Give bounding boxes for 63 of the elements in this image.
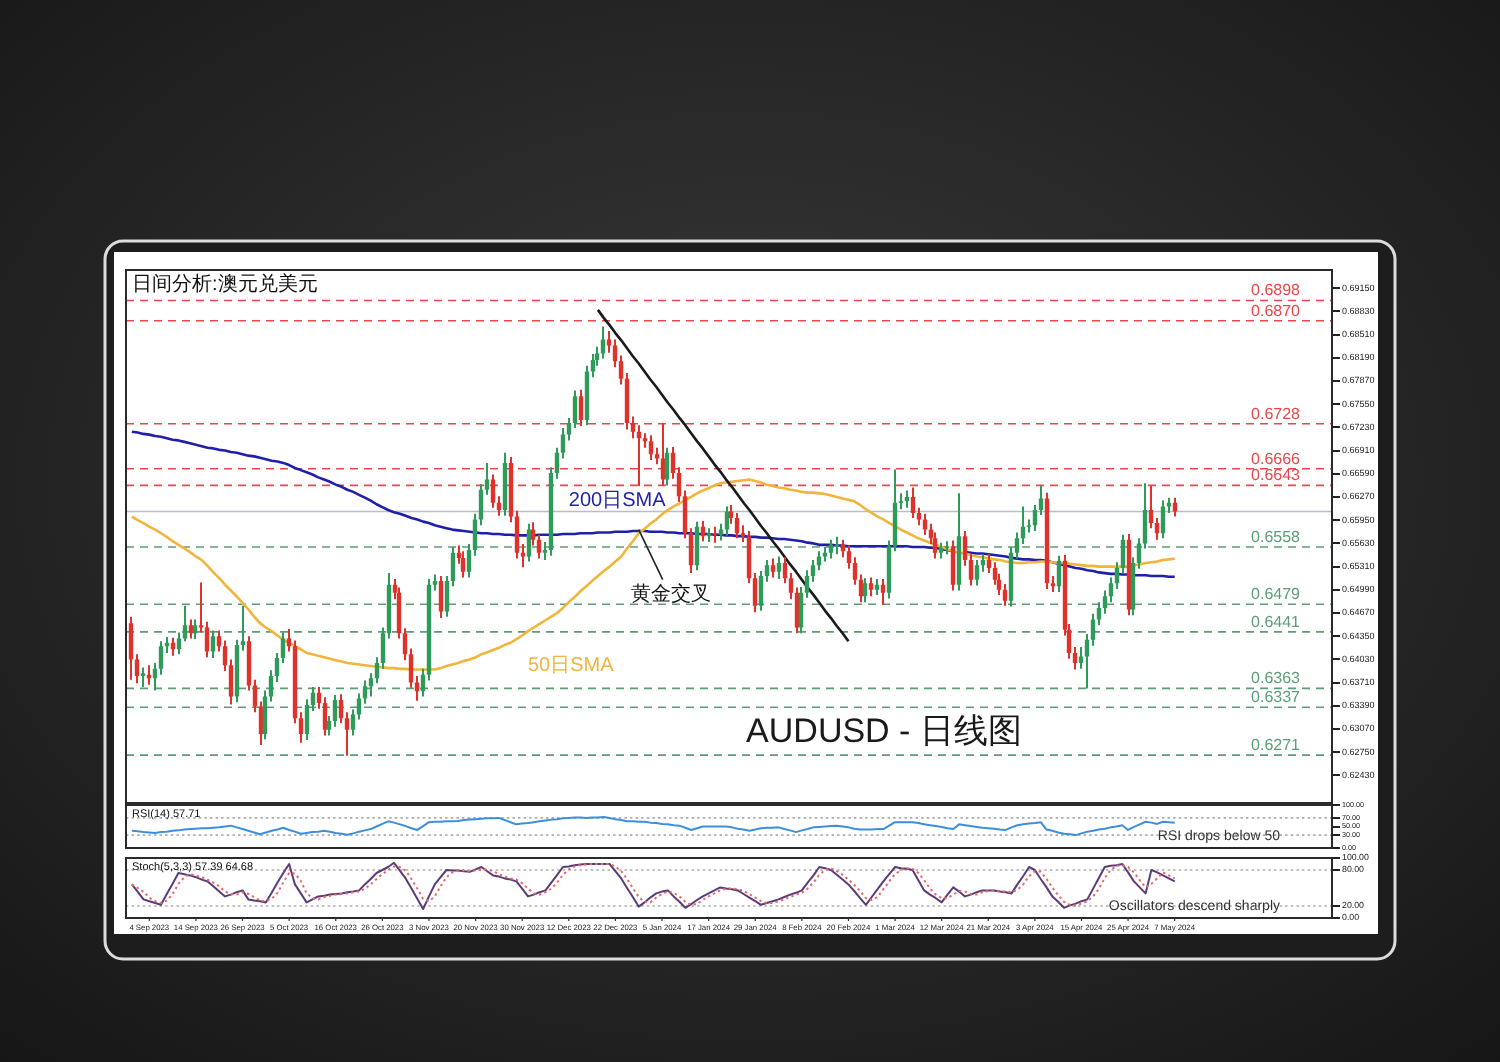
candlestick — [706, 528, 712, 542]
candlestick — [438, 576, 444, 619]
candlestick — [880, 578, 886, 606]
ref-line-label: 0.6363 — [1251, 669, 1302, 688]
candlestick — [822, 547, 828, 562]
candlestick — [502, 452, 508, 516]
chart-title: 日间分析:澳元兑美元 — [132, 272, 318, 296]
candlestick — [170, 637, 176, 656]
candlestick — [146, 665, 152, 685]
candlestick — [770, 558, 776, 578]
candlestick — [862, 578, 868, 603]
candlestick — [712, 526, 718, 543]
candlestick — [188, 619, 194, 639]
candlestick — [974, 560, 980, 586]
candlestick — [1160, 500, 1166, 539]
candlestick — [724, 506, 730, 536]
candlestick — [1172, 497, 1178, 517]
candlestick — [734, 512, 740, 539]
candlestick — [460, 551, 466, 578]
candlestick — [694, 521, 700, 571]
candlestick — [578, 389, 584, 426]
candlestick — [868, 577, 874, 597]
candlestick — [140, 667, 146, 687]
candlestick — [128, 616, 134, 680]
candlestick — [910, 487, 916, 519]
candlestick — [490, 474, 496, 508]
candlestick — [1044, 492, 1050, 590]
candlestick — [664, 447, 670, 486]
candlestick — [648, 435, 654, 460]
ref-line-label: 0.6870 — [1251, 301, 1302, 320]
candlestick — [776, 556, 782, 579]
ref-line-label: 0.6337 — [1251, 688, 1302, 707]
candlestick — [956, 493, 962, 591]
candlestick — [834, 536, 840, 555]
candlestick — [526, 523, 532, 562]
text: AUDUSD - 日线图 — [746, 712, 1022, 750]
candlestick — [828, 539, 834, 559]
ref-line-label: 0.6479 — [1251, 585, 1302, 604]
candlestick — [932, 532, 938, 559]
candlestick — [938, 542, 944, 559]
candlestick — [600, 326, 606, 359]
ref-line-label: 0.6898 — [1251, 281, 1302, 300]
candlestick — [874, 578, 880, 595]
ref-line-label: 0.6666 — [1251, 449, 1302, 468]
annotation: 黄金交叉 — [630, 581, 711, 606]
candlestick — [210, 630, 216, 658]
candlestick — [700, 520, 706, 542]
candlestick — [1056, 555, 1062, 592]
ref-line-label: 0.6728 — [1251, 404, 1302, 423]
ref-line-label: 0.6441 — [1251, 612, 1302, 631]
candlestick — [944, 541, 950, 555]
series-label: 50日SMA — [528, 655, 615, 678]
candlestick — [904, 490, 910, 508]
line-series — [130, 816, 1176, 837]
candlestick — [192, 619, 198, 640]
ref-line-label: 0.6558 — [1251, 528, 1302, 547]
candlestick — [660, 423, 666, 486]
ref-line-label: 0.6643 — [1251, 466, 1302, 485]
line-series — [130, 478, 1176, 671]
ref-line-label: 0.6271 — [1251, 736, 1302, 755]
series-label: 200日SMA — [568, 489, 667, 512]
candlestick — [950, 540, 956, 591]
candlestick — [1126, 533, 1132, 616]
